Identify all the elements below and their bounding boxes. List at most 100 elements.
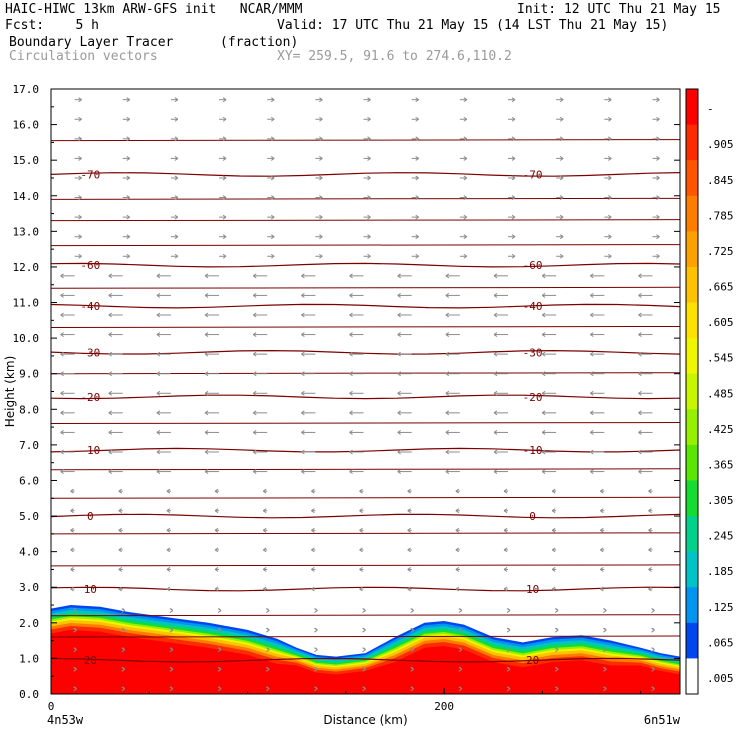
vector-arrowhead (651, 666, 655, 672)
plot-frame (50, 88, 681, 695)
vector-arrowhead (70, 586, 74, 592)
vector-arrowhead (559, 234, 564, 240)
vector-arrowhead (262, 508, 267, 514)
vector-arrowhead (174, 175, 179, 181)
vector-arrowhead (407, 567, 411, 572)
vector-arrowhead (600, 527, 604, 533)
vector-arrowhead (78, 116, 82, 122)
y-tick-label: 17.0 (13, 83, 40, 96)
vector-arrowhead (217, 608, 222, 614)
vector-arrowhead (638, 292, 642, 298)
vector-arrowhead (415, 136, 419, 142)
vector-arrowhead (301, 410, 305, 416)
vector-arrowhead (362, 627, 366, 633)
colorbar-label: .365 (707, 458, 734, 471)
vector-arrowhead (367, 155, 371, 161)
isotherm-line (51, 447, 680, 453)
vector-arrowhead (319, 234, 323, 240)
vector-arrowhead (108, 430, 113, 435)
vector-arrowhead (551, 547, 556, 553)
vector-arrowhead (407, 488, 411, 494)
vector-arrowhead (651, 608, 655, 614)
vector-arrowhead (78, 155, 82, 161)
vector-arrowhead (503, 567, 508, 572)
isotherm-label: -40 (80, 300, 100, 313)
vector-arrowhead (270, 214, 275, 220)
vector-arrowhead (204, 273, 209, 279)
vector-arrowhead (169, 686, 174, 692)
valid-time: Valid: 17 UTC Thu 21 May 15 (14 LST Thu … (277, 18, 669, 33)
vector-arrowhead (503, 547, 508, 553)
vector-arrowhead (349, 351, 353, 357)
vector-arrowhead (319, 116, 323, 122)
vector-arrowhead (73, 666, 77, 672)
plot-area: -70 -70 -60 -60 -40 -40 -30 -30 -20 -20 -10 -10 0 0 10… (51, 97, 680, 694)
vector-arrowhead (60, 351, 64, 357)
vector-arrowhead (314, 647, 318, 653)
vector-arrowhead (608, 97, 612, 103)
vector-arrowhead (319, 175, 323, 181)
vector-arrowhead (458, 647, 463, 653)
vector-arrowhead (118, 488, 123, 494)
vector-arrowhead (252, 292, 257, 298)
vector-arrowhead (60, 449, 64, 455)
vector-arrowhead (222, 97, 227, 103)
vector-arrowhead (493, 390, 498, 396)
vector-arrowhead (60, 273, 64, 279)
vector-arrowhead (262, 527, 267, 533)
isotherm-line (51, 303, 680, 309)
vector-arrowhead (608, 214, 612, 220)
vector-arrowhead (559, 116, 564, 122)
vector-arrowhead (367, 253, 371, 259)
vector-arrowhead (156, 312, 161, 318)
vector-arrowhead (60, 410, 64, 416)
vector-arrowhead (60, 371, 64, 377)
colorbar-swatch (686, 338, 698, 375)
vector-arrowhead (445, 351, 450, 357)
isotherm-line (51, 172, 680, 177)
vector-arrowhead (311, 527, 315, 533)
vector-arrowhead (73, 608, 77, 614)
vector-arrowhead (506, 666, 511, 672)
vector-arrowhead (541, 430, 546, 435)
x-end-location: 6n51w (644, 713, 681, 727)
vector-arrowhead (60, 292, 64, 298)
vector-arrowhead (301, 390, 305, 396)
vector-arrowhead (608, 195, 612, 200)
vector-arrowhead (204, 430, 209, 435)
vector-arrowhead (656, 175, 660, 181)
isotherm-line (51, 564, 680, 567)
vector-arrowhead (541, 312, 546, 318)
vector-arrowhead (204, 390, 209, 396)
vector-arrowhead (121, 666, 126, 672)
vector-arrowhead (511, 253, 516, 259)
vector-arrowhead (410, 647, 414, 653)
vector-arrowhead (445, 332, 450, 337)
colorbar-swatch (686, 622, 698, 659)
vector-arrowhead (503, 508, 508, 514)
vector-arrowhead (217, 686, 222, 692)
x-tick-label: 200 (434, 700, 454, 713)
vector-arrowhead (126, 97, 131, 103)
colorbar-label: .785 (707, 209, 734, 222)
vector-arrowhead (222, 155, 227, 161)
x-axis-label: Distance (km) (323, 713, 407, 727)
colorbar-label: .545 (707, 352, 734, 365)
vector-arrowhead (262, 488, 267, 494)
y-tick-label: 15.0 (13, 154, 40, 167)
vector-arrowhead (174, 116, 179, 122)
vector-arrowhead (362, 647, 366, 653)
vector-arrowhead (126, 136, 131, 142)
x-tick-label: 0 (48, 700, 55, 713)
vector-arrowhead (397, 410, 401, 416)
vector-arrowhead (311, 567, 315, 572)
vector-arrowhead (311, 547, 315, 553)
vector-arrowhead (301, 292, 305, 298)
vector-arrowhead (359, 488, 363, 494)
isotherm-label: -40 (523, 300, 543, 313)
vector-arrowhead (166, 586, 171, 592)
vector-arrowhead (362, 666, 366, 672)
vector-arrowhead (410, 666, 414, 672)
vector-arrowhead (156, 292, 161, 298)
vector-arrowhead (121, 647, 126, 653)
